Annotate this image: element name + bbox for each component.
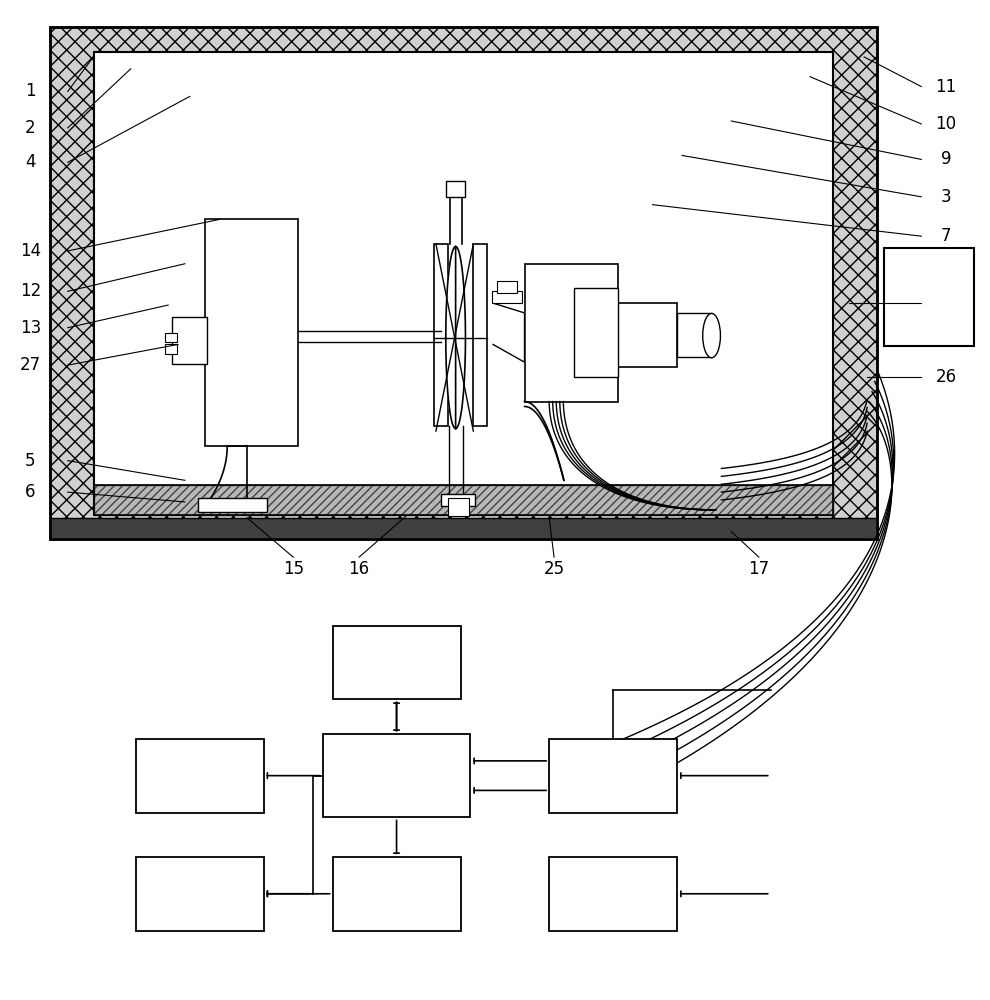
Bar [492, 291, 522, 303]
Bar [333, 857, 460, 931]
Bar [165, 333, 177, 342]
Bar [884, 248, 974, 346]
Bar [205, 219, 298, 446]
Text: 9: 9 [940, 150, 951, 168]
Text: 12: 12 [20, 282, 41, 300]
Text: 7: 7 [940, 227, 951, 245]
Bar [574, 288, 618, 377]
Text: 6: 6 [25, 483, 36, 501]
Text: 23: 23 [382, 884, 411, 904]
Text: 8: 8 [940, 294, 951, 312]
Text: 17: 17 [748, 560, 769, 578]
Bar [165, 344, 177, 354]
Bar [497, 281, 517, 293]
Bar [677, 313, 712, 357]
Bar [618, 303, 677, 367]
Bar [50, 27, 877, 539]
Text: 2: 2 [25, 119, 36, 137]
Bar [525, 264, 618, 402]
Text: 14: 14 [20, 242, 41, 260]
Text: 1: 1 [25, 82, 36, 100]
Text: 26: 26 [936, 368, 956, 386]
Text: 20: 20 [382, 652, 411, 672]
Text: 24: 24 [599, 884, 628, 904]
Bar [136, 857, 263, 931]
Bar [333, 626, 460, 699]
Bar [549, 739, 677, 813]
Bar [446, 181, 465, 197]
Text: 18: 18 [599, 766, 628, 786]
Bar [50, 518, 877, 539]
Bar [549, 857, 677, 931]
Text: 21: 21 [185, 766, 214, 786]
Text: 5: 5 [25, 452, 36, 470]
Text: 27: 27 [20, 356, 41, 374]
Bar [473, 244, 487, 426]
Text: 10: 10 [936, 115, 956, 133]
Text: 13: 13 [20, 319, 41, 337]
Bar [447, 498, 469, 516]
Bar [94, 485, 833, 515]
Ellipse shape [703, 313, 721, 358]
Text: 22: 22 [185, 884, 214, 904]
Bar [50, 27, 877, 539]
Text: 3: 3 [940, 188, 951, 206]
Bar [94, 52, 833, 515]
Bar [198, 498, 266, 512]
Polygon shape [446, 247, 465, 429]
Bar [94, 485, 833, 515]
Bar [434, 244, 447, 426]
Text: 4: 4 [25, 153, 36, 171]
Text: 25: 25 [544, 560, 564, 578]
Bar [323, 734, 470, 817]
Text: 11: 11 [936, 78, 956, 96]
Bar [136, 739, 263, 813]
Bar [172, 317, 207, 364]
Bar [441, 494, 475, 506]
Text: 15: 15 [282, 560, 304, 578]
Text: 19: 19 [382, 766, 411, 786]
Text: 16: 16 [348, 560, 369, 578]
Polygon shape [493, 303, 525, 362]
